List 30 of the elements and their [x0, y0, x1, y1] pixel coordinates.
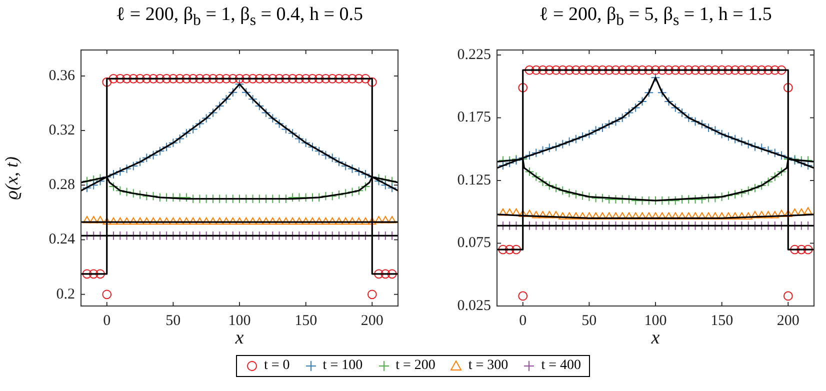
legend-label: t = 300	[468, 358, 508, 374]
y-axis-title: ϱ(x, t)	[2, 156, 22, 200]
x-axis-title: x	[234, 328, 244, 349]
x-tick-label: 150	[710, 312, 734, 329]
x-tick-label: 50	[166, 312, 181, 329]
x-axis-title: x	[650, 328, 660, 349]
legend-label: t = 200	[396, 358, 436, 374]
legend-label: t = 400	[541, 358, 581, 374]
y-tick-label: 0.36	[48, 68, 76, 84]
y-tick-label: 0.28	[48, 177, 75, 194]
x-tick-label: 100	[228, 312, 251, 329]
y-tick-label: 0.32	[48, 122, 75, 138]
chart-title: ℓ = 200, β$_{b}$ = 5, β$_{s}$ = 1, h = 1.5	[538, 4, 773, 30]
legend-label: t = 0	[264, 358, 290, 374]
y-tick-label: 0.075	[457, 235, 491, 252]
x-tick-label: 200	[360, 312, 384, 329]
x-tick-label: 150	[294, 312, 318, 329]
x-tick-label: 0	[519, 312, 527, 329]
x-tick-label: 200	[776, 312, 800, 329]
x-tick-label: 100	[644, 312, 667, 329]
y-tick-label: 0.24	[48, 232, 76, 248]
x-tick-label: 0	[103, 312, 111, 329]
x-tick-label: 50	[582, 312, 597, 329]
y-tick-label: 0.175	[457, 110, 491, 126]
y-tick-label: 0.125	[457, 172, 491, 188]
y-tick-label: 0.2	[56, 286, 75, 302]
legend-label: t = 100	[322, 358, 363, 374]
chart-title: ℓ = 200, β$_{b}$ = 1, β$_{s}$ = 0.4, h = 0.5	[115, 4, 364, 30]
y-tick-label: 0.025	[457, 298, 491, 314]
y-tick-label: 0.225	[457, 46, 491, 63]
